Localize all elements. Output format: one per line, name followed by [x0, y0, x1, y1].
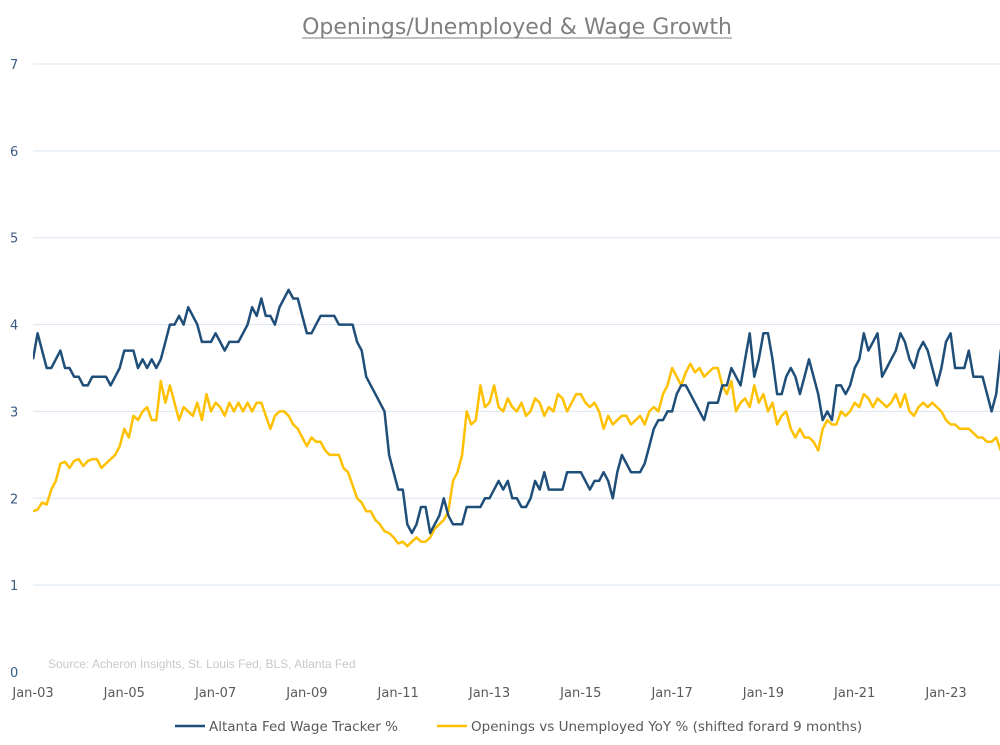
legend-label: Altanta Fed Wage Tracker %	[209, 719, 398, 735]
x-tick-label: Jan-07	[194, 686, 236, 701]
y-tick-label: 2	[10, 492, 18, 507]
x-tick-label: Jan-17	[650, 686, 692, 701]
x-tick-label: Jan-09	[285, 686, 327, 701]
gridlines	[33, 63, 1000, 586]
x-tick-label: Jan-23	[924, 686, 966, 701]
series-line-wage-tracker	[33, 288, 1000, 535]
y-tick-label: 0	[10, 666, 18, 681]
chart-title: Openings/Unemployed & Wage Growth	[302, 15, 732, 40]
x-tick-label: Jan-15	[559, 686, 601, 701]
x-tick-label: Jan-03	[11, 686, 53, 701]
y-tick-label: 5	[10, 232, 18, 247]
x-tick-label: Jan-05	[103, 686, 145, 701]
x-tick-label: Jan-21	[833, 686, 875, 701]
x-tick-label: Jan-19	[742, 686, 784, 701]
y-axis: 0 1 2 3 4 5 6 7	[10, 58, 18, 681]
source-note: Source: Acheron Insights, St. Louis Fed,…	[48, 657, 356, 671]
y-tick-label: 4	[10, 319, 18, 334]
x-tick-label: Jan-13	[468, 686, 510, 701]
y-tick-label: 3	[10, 405, 18, 420]
series-line-openings-vs-unemployed	[33, 362, 1000, 548]
series-lines	[33, 288, 1000, 548]
y-tick-label: 7	[10, 58, 18, 73]
y-tick-label: 1	[10, 579, 18, 594]
x-tick-label: Jan-11	[377, 686, 419, 701]
x-axis: Jan-03 Jan-05 Jan-07 Jan-09 Jan-11 Jan-13 Jan-…	[11, 686, 966, 701]
legend-label: Openings vs Unemployed YoY % (shifted fo…	[471, 719, 862, 735]
legend: Altanta Fed Wage Tracker % Openings vs Un…	[175, 719, 862, 735]
y-tick-label: 6	[10, 145, 18, 160]
